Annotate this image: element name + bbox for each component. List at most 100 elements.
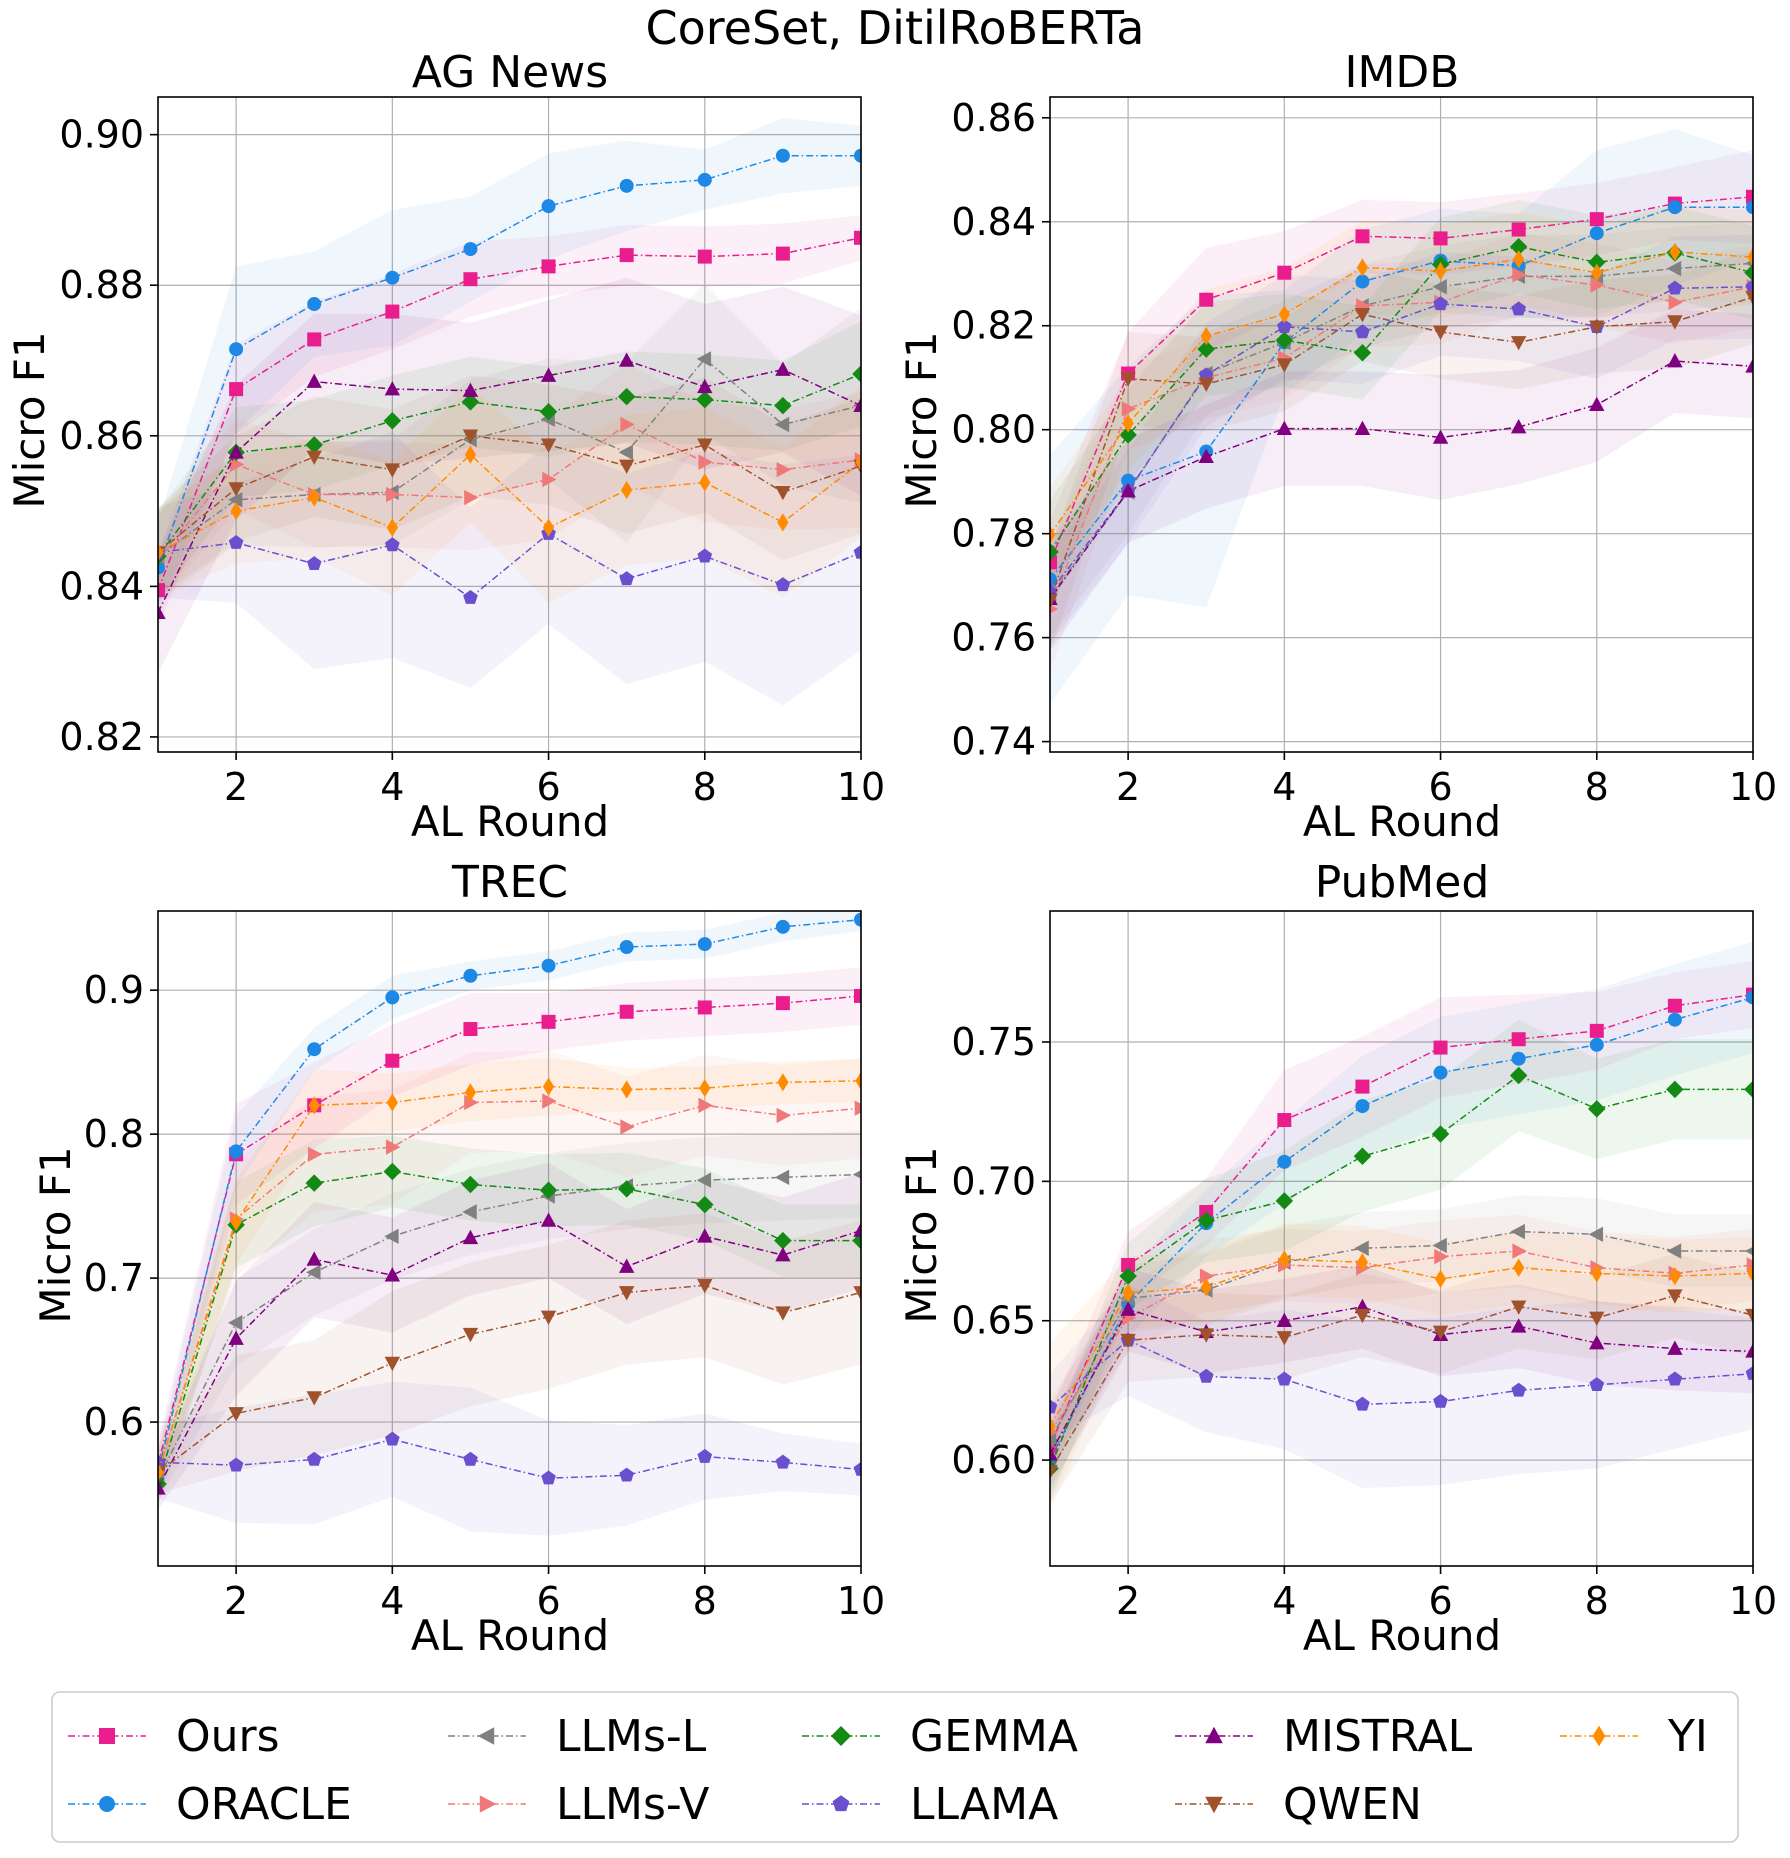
point-ours xyxy=(697,1000,712,1015)
point-ours xyxy=(463,272,478,287)
y-tick-label: 0.76 xyxy=(951,616,1036,660)
point-llms_l xyxy=(228,492,243,508)
y-tick-label: 0.7 xyxy=(84,1256,144,1300)
point-gemma xyxy=(1744,1080,1753,1099)
point-gemma xyxy=(774,1231,792,1250)
line-oracle xyxy=(1050,206,1753,580)
point-mistral xyxy=(697,378,713,394)
point-yi xyxy=(1356,258,1369,277)
point-oracle xyxy=(854,912,861,927)
point-oracle xyxy=(697,172,712,187)
y-tick-label: 0.82 xyxy=(59,715,144,759)
point-llama xyxy=(775,577,791,592)
point-mistral xyxy=(158,604,166,620)
axes-ag-news: 2 4 6 8 10 0.82 0.84 0.86 0.88 0.90 xyxy=(59,96,885,809)
point-ours xyxy=(385,1053,400,1068)
legend-marker xyxy=(99,1796,115,1812)
point-mistral xyxy=(1510,1318,1527,1333)
point-gemma xyxy=(1509,1066,1528,1085)
point-yi xyxy=(1591,1264,1603,1283)
point-llms_l xyxy=(462,1204,477,1220)
point-llama xyxy=(853,1461,861,1476)
point-gemma xyxy=(617,387,636,406)
point-yi xyxy=(1747,1264,1753,1283)
legend-marker xyxy=(479,1795,497,1813)
point-llms_v xyxy=(542,471,557,488)
point-qwen xyxy=(697,1278,713,1294)
y-tick-label: 0.70 xyxy=(951,1159,1036,1203)
point-llama xyxy=(697,1448,713,1463)
line-llms_l xyxy=(158,1173,861,1480)
point-llama xyxy=(1589,1377,1605,1392)
point-qwen xyxy=(1198,1328,1214,1343)
point-qwen xyxy=(1589,1311,1605,1326)
line-mistral xyxy=(1050,360,1753,600)
point-mistral xyxy=(158,1480,166,1495)
point-oracle xyxy=(1277,1154,1292,1169)
line-llms_l xyxy=(1050,262,1753,597)
point-llms_v xyxy=(464,1094,479,1111)
point-qwen xyxy=(697,438,713,453)
x-tick-label: 4 xyxy=(380,765,404,809)
legend-marker xyxy=(831,1726,851,1746)
band-gemma xyxy=(158,321,861,602)
point-ours xyxy=(1746,189,1753,204)
point-llms_l xyxy=(1666,1243,1682,1259)
x-axis-label: AL Round xyxy=(1303,1611,1501,1660)
point-gemma xyxy=(1197,340,1215,358)
point-llms_l xyxy=(696,1172,712,1188)
point-llms_v xyxy=(307,1146,323,1162)
point-yi xyxy=(699,1078,711,1098)
point-gemma xyxy=(1744,263,1753,282)
point-yi xyxy=(542,1077,555,1096)
y-axis-label: Micro F1 xyxy=(897,331,946,508)
band-llama xyxy=(158,432,861,706)
point-ours xyxy=(1355,1079,1370,1094)
legend-marker xyxy=(477,1727,495,1745)
point-gemma xyxy=(774,396,792,415)
band-yi xyxy=(158,386,861,603)
point-yi xyxy=(1513,250,1525,269)
band-yi xyxy=(1050,1223,1753,1511)
point-llama xyxy=(463,589,478,604)
point-mistral xyxy=(384,1267,401,1282)
band-llms_v xyxy=(158,364,861,606)
x-tick-label: 6 xyxy=(1428,1579,1452,1623)
point-llms_l xyxy=(618,444,633,461)
x-tick-label: 4 xyxy=(1272,1579,1296,1623)
point-ours xyxy=(619,1004,634,1019)
point-ours xyxy=(1667,998,1682,1013)
point-mistral xyxy=(1667,1340,1683,1355)
point-ours xyxy=(1433,1040,1448,1055)
point-qwen xyxy=(540,1310,557,1326)
point-oracle xyxy=(1433,1065,1448,1080)
point-yi xyxy=(1591,263,1603,282)
point-ours xyxy=(1433,231,1448,246)
point-ours xyxy=(463,1022,478,1037)
point-gemma xyxy=(1588,1100,1606,1118)
point-llms_l xyxy=(1666,260,1682,277)
point-llms_l xyxy=(228,1315,243,1331)
point-oracle xyxy=(463,242,478,257)
line-yi xyxy=(1050,1258,1753,1428)
point-oracle xyxy=(385,990,400,1005)
band-ours xyxy=(1050,961,1753,1480)
point-oracle xyxy=(541,958,556,973)
axes-frame xyxy=(1049,910,1754,1567)
point-qwen xyxy=(618,459,635,474)
line-gemma xyxy=(158,1170,861,1485)
point-gemma xyxy=(1275,1192,1294,1210)
band-oracle xyxy=(158,911,861,1495)
point-ours xyxy=(541,259,556,274)
y-tick-label: 0.84 xyxy=(951,200,1036,244)
point-llms_l xyxy=(774,1169,790,1186)
point-yi xyxy=(386,518,398,537)
point-gemma xyxy=(383,411,402,430)
point-llama xyxy=(1355,324,1370,339)
point-yi xyxy=(1278,1250,1290,1269)
panel-title: AG News xyxy=(412,47,608,98)
line-ours xyxy=(1050,993,1753,1447)
point-yi xyxy=(1200,327,1212,346)
point-yi xyxy=(1669,242,1681,262)
point-mistral xyxy=(1589,396,1605,412)
